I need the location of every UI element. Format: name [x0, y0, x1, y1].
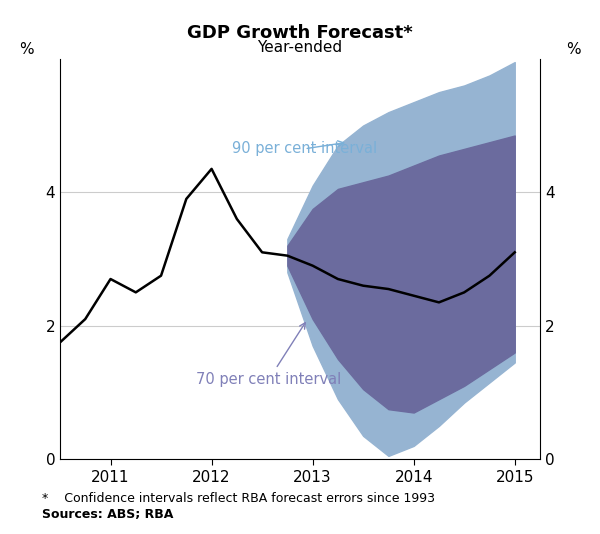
Text: %: %: [566, 42, 581, 57]
Text: %: %: [19, 42, 34, 57]
Text: Sources: ABS; RBA: Sources: ABS; RBA: [42, 508, 173, 521]
Text: 90 per cent interval: 90 per cent interval: [232, 141, 377, 156]
Text: *    Confidence intervals reflect RBA forecast errors since 1993: * Confidence intervals reflect RBA forec…: [42, 492, 435, 505]
Text: Year-ended: Year-ended: [257, 40, 343, 55]
Text: 70 per cent interval: 70 per cent interval: [196, 323, 341, 387]
Text: GDP Growth Forecast*: GDP Growth Forecast*: [187, 24, 413, 42]
